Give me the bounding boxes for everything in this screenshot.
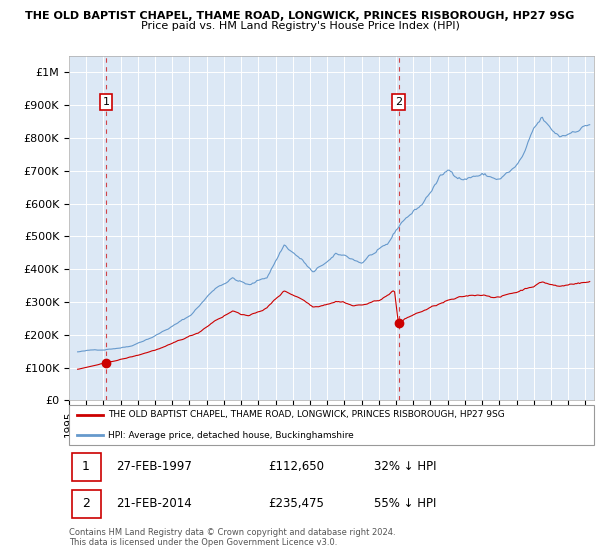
- Text: Contains HM Land Registry data © Crown copyright and database right 2024.
This d: Contains HM Land Registry data © Crown c…: [69, 528, 395, 547]
- FancyBboxPatch shape: [71, 491, 101, 517]
- Text: Price paid vs. HM Land Registry's House Price Index (HPI): Price paid vs. HM Land Registry's House …: [140, 21, 460, 31]
- Text: 27-FEB-1997: 27-FEB-1997: [116, 460, 192, 473]
- Text: 2: 2: [395, 97, 402, 107]
- Text: 21-FEB-2014: 21-FEB-2014: [116, 497, 192, 511]
- Text: £235,475: £235,475: [269, 497, 325, 511]
- Text: THE OLD BAPTIST CHAPEL, THAME ROAD, LONGWICK, PRINCES RISBOROUGH, HP27 9SG: THE OLD BAPTIST CHAPEL, THAME ROAD, LONG…: [109, 410, 505, 419]
- Text: 2: 2: [82, 497, 90, 511]
- Text: 1: 1: [82, 460, 90, 473]
- Text: HPI: Average price, detached house, Buckinghamshire: HPI: Average price, detached house, Buck…: [109, 431, 354, 440]
- Text: 32% ↓ HPI: 32% ↓ HPI: [373, 460, 436, 473]
- Text: 55% ↓ HPI: 55% ↓ HPI: [373, 497, 436, 511]
- Text: £112,650: £112,650: [269, 460, 325, 473]
- FancyBboxPatch shape: [71, 453, 101, 480]
- Text: 1: 1: [103, 97, 110, 107]
- Text: THE OLD BAPTIST CHAPEL, THAME ROAD, LONGWICK, PRINCES RISBOROUGH, HP27 9SG: THE OLD BAPTIST CHAPEL, THAME ROAD, LONG…: [25, 11, 575, 21]
